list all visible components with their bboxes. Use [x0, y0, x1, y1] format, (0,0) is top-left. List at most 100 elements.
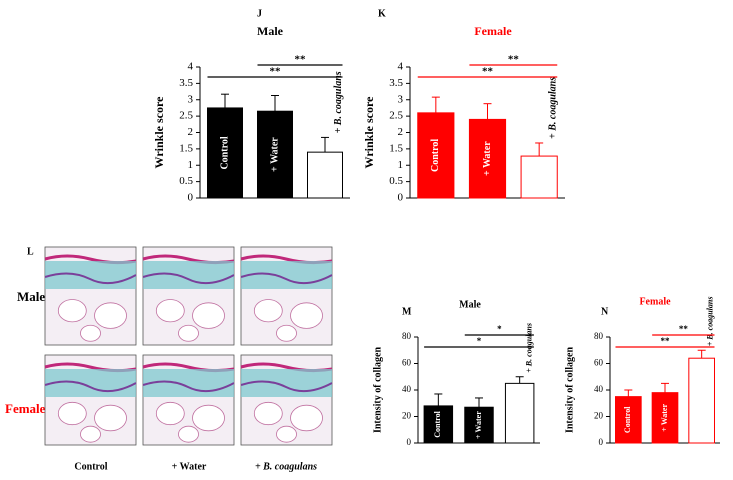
y-tick-label: 2.5 [389, 110, 403, 122]
chart-title: Female [474, 24, 512, 38]
bar [615, 396, 642, 444]
y-axis-label: Intensity of collagen [372, 347, 383, 434]
y-tick-label: 40 [594, 384, 604, 394]
bar-label: Control [623, 406, 632, 433]
significance-label: ** [482, 66, 494, 78]
collagen [44, 272, 137, 285]
y-axis-label: Wrinkle score [362, 96, 376, 169]
y-tick-label: 3.5 [179, 77, 193, 89]
bar-label: Control [433, 410, 442, 437]
y-tick-label: 2 [188, 126, 194, 138]
collagen [142, 380, 235, 393]
bar-label: + B. coagulans [525, 323, 534, 373]
y-tick-label: 20 [594, 411, 604, 421]
bar-label: + B. coagulans [548, 77, 559, 139]
significance-label: ** [270, 66, 282, 78]
bar-label: + Water [269, 137, 280, 172]
y-tick-label: 0.5 [179, 175, 193, 187]
panel-letter: J [257, 8, 262, 19]
y-tick-label: 3 [188, 93, 194, 105]
histology-image [44, 354, 137, 446]
significance-label: ** [679, 324, 689, 334]
bar [651, 392, 679, 444]
y-tick-label: 60 [402, 358, 412, 368]
column-label: + Water [172, 461, 207, 472]
row-label: Female [5, 401, 46, 416]
adipocyte [155, 401, 185, 426]
panel-letter: M [402, 306, 412, 317]
bar [520, 155, 558, 199]
bar-label: Control [219, 136, 230, 169]
row-label: Male [17, 289, 45, 304]
collagen [240, 380, 333, 393]
adipocyte [290, 302, 323, 329]
y-tick-label: 0.5 [389, 175, 403, 187]
panel-letter: K [378, 8, 386, 19]
bar-label: + Water [660, 404, 669, 432]
y-tick-label: 3 [398, 93, 404, 105]
dermis [241, 261, 332, 289]
bar [307, 151, 343, 199]
adipocyte [276, 324, 297, 342]
bar-label: Control [430, 139, 441, 172]
bar [207, 107, 243, 199]
dermis [45, 261, 136, 289]
y-tick-label: 80 [594, 331, 604, 341]
adipocyte [290, 404, 323, 432]
adipocyte [80, 425, 101, 443]
y-tick-label: 3.5 [389, 77, 403, 89]
y-tick-label: 20 [402, 411, 412, 421]
adipocyte [253, 401, 283, 426]
bar-label: + B. coagulans [705, 297, 714, 347]
panel-letter: N [601, 306, 609, 317]
significance-label: ** [295, 54, 307, 66]
chart-title: Male [459, 299, 481, 310]
significance-label: ** [661, 336, 671, 346]
adipocyte [276, 425, 297, 443]
collagen [142, 272, 235, 285]
adipocyte [94, 302, 127, 329]
dermis [241, 369, 332, 397]
significance-label: * [477, 336, 482, 346]
adipocyte [57, 299, 87, 323]
adipocyte [192, 404, 225, 432]
adipocyte [178, 425, 199, 443]
adipocyte [80, 324, 101, 342]
bar-label: + Water [474, 411, 483, 439]
chart-title: Female [639, 296, 671, 307]
column-label: + B. coagulans [255, 461, 317, 472]
histology-image [44, 246, 137, 346]
bar [257, 110, 293, 199]
histology-image [240, 246, 333, 346]
y-tick-label: 60 [594, 358, 604, 368]
y-tick-label: 0 [407, 437, 412, 447]
collagen [44, 380, 137, 393]
bar [468, 118, 507, 199]
adipocyte [192, 302, 225, 329]
bar [504, 382, 535, 444]
y-axis-label: Intensity of collagen [564, 347, 575, 434]
bar-label: + Water [482, 141, 493, 176]
y-tick-label: 40 [402, 384, 412, 394]
y-axis-label: Wrinkle score [152, 96, 166, 169]
y-tick-label: 4 [398, 61, 404, 73]
y-tick-label: 1 [188, 159, 194, 171]
significance-label: * [497, 324, 502, 334]
significance-label: ** [508, 54, 520, 66]
collagen [240, 272, 333, 285]
histology-image [142, 354, 235, 446]
dermis [143, 369, 234, 397]
bar [688, 357, 715, 444]
y-tick-label: 80 [402, 331, 412, 341]
adipocyte [57, 401, 87, 426]
bar-label: + B. coagulans [333, 71, 344, 133]
adipocyte [155, 299, 185, 323]
adipocyte [94, 404, 127, 432]
y-tick-label: 0 [599, 437, 604, 447]
histology-image [240, 354, 333, 446]
y-tick-label: 1.5 [389, 142, 403, 154]
bar [423, 405, 454, 444]
dermis [143, 261, 234, 289]
chart-title: Male [257, 24, 284, 38]
